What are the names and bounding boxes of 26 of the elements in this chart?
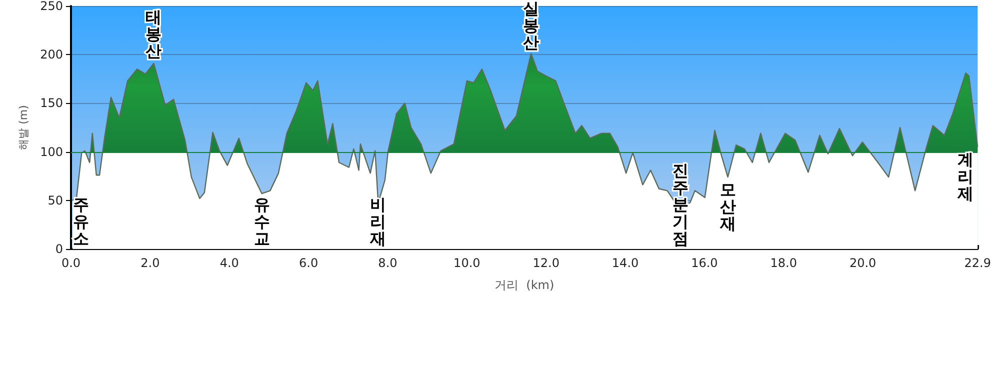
y-tick-label: 250 bbox=[40, 0, 63, 13]
y-tick-label: 100 bbox=[40, 144, 63, 159]
x-tick-label: 22.9 bbox=[964, 256, 991, 270]
x-tick-label: 4.0 bbox=[220, 256, 239, 270]
x-tick-label: 12.0 bbox=[532, 256, 560, 270]
x-tick-label: 10.0 bbox=[454, 256, 480, 270]
annotation: 비리재 bbox=[369, 195, 386, 248]
x-tick-label: 18.0 bbox=[770, 256, 798, 270]
y-tick-label: 0 bbox=[55, 242, 63, 256]
annotation: 주유소 bbox=[73, 195, 89, 248]
y-tick-label: 150 bbox=[40, 96, 63, 110]
x-tick-label: 16.0 bbox=[691, 256, 718, 270]
annotation: 계리제 bbox=[956, 150, 974, 203]
x-tick-label: 14.0 bbox=[612, 256, 639, 270]
y-tick-label: 50 bbox=[48, 193, 63, 208]
y-axis-title: 해발 (m) bbox=[17, 105, 30, 150]
x-axis-title: 거리 (km) bbox=[494, 278, 554, 292]
x-tick-label: 6.0 bbox=[299, 256, 318, 270]
annotation: 유수교 bbox=[254, 195, 270, 248]
y-tick-label: 200 bbox=[40, 48, 63, 62]
x-tick-label: 2.0 bbox=[140, 256, 160, 270]
annotation: 모산재 bbox=[718, 180, 736, 234]
x-tick-label: 8.0 bbox=[378, 256, 398, 270]
x-tick-label: 0.0 bbox=[61, 256, 81, 270]
annotation: 태봉산 bbox=[146, 7, 162, 60]
x-tick-label: 20.0 bbox=[849, 256, 876, 270]
